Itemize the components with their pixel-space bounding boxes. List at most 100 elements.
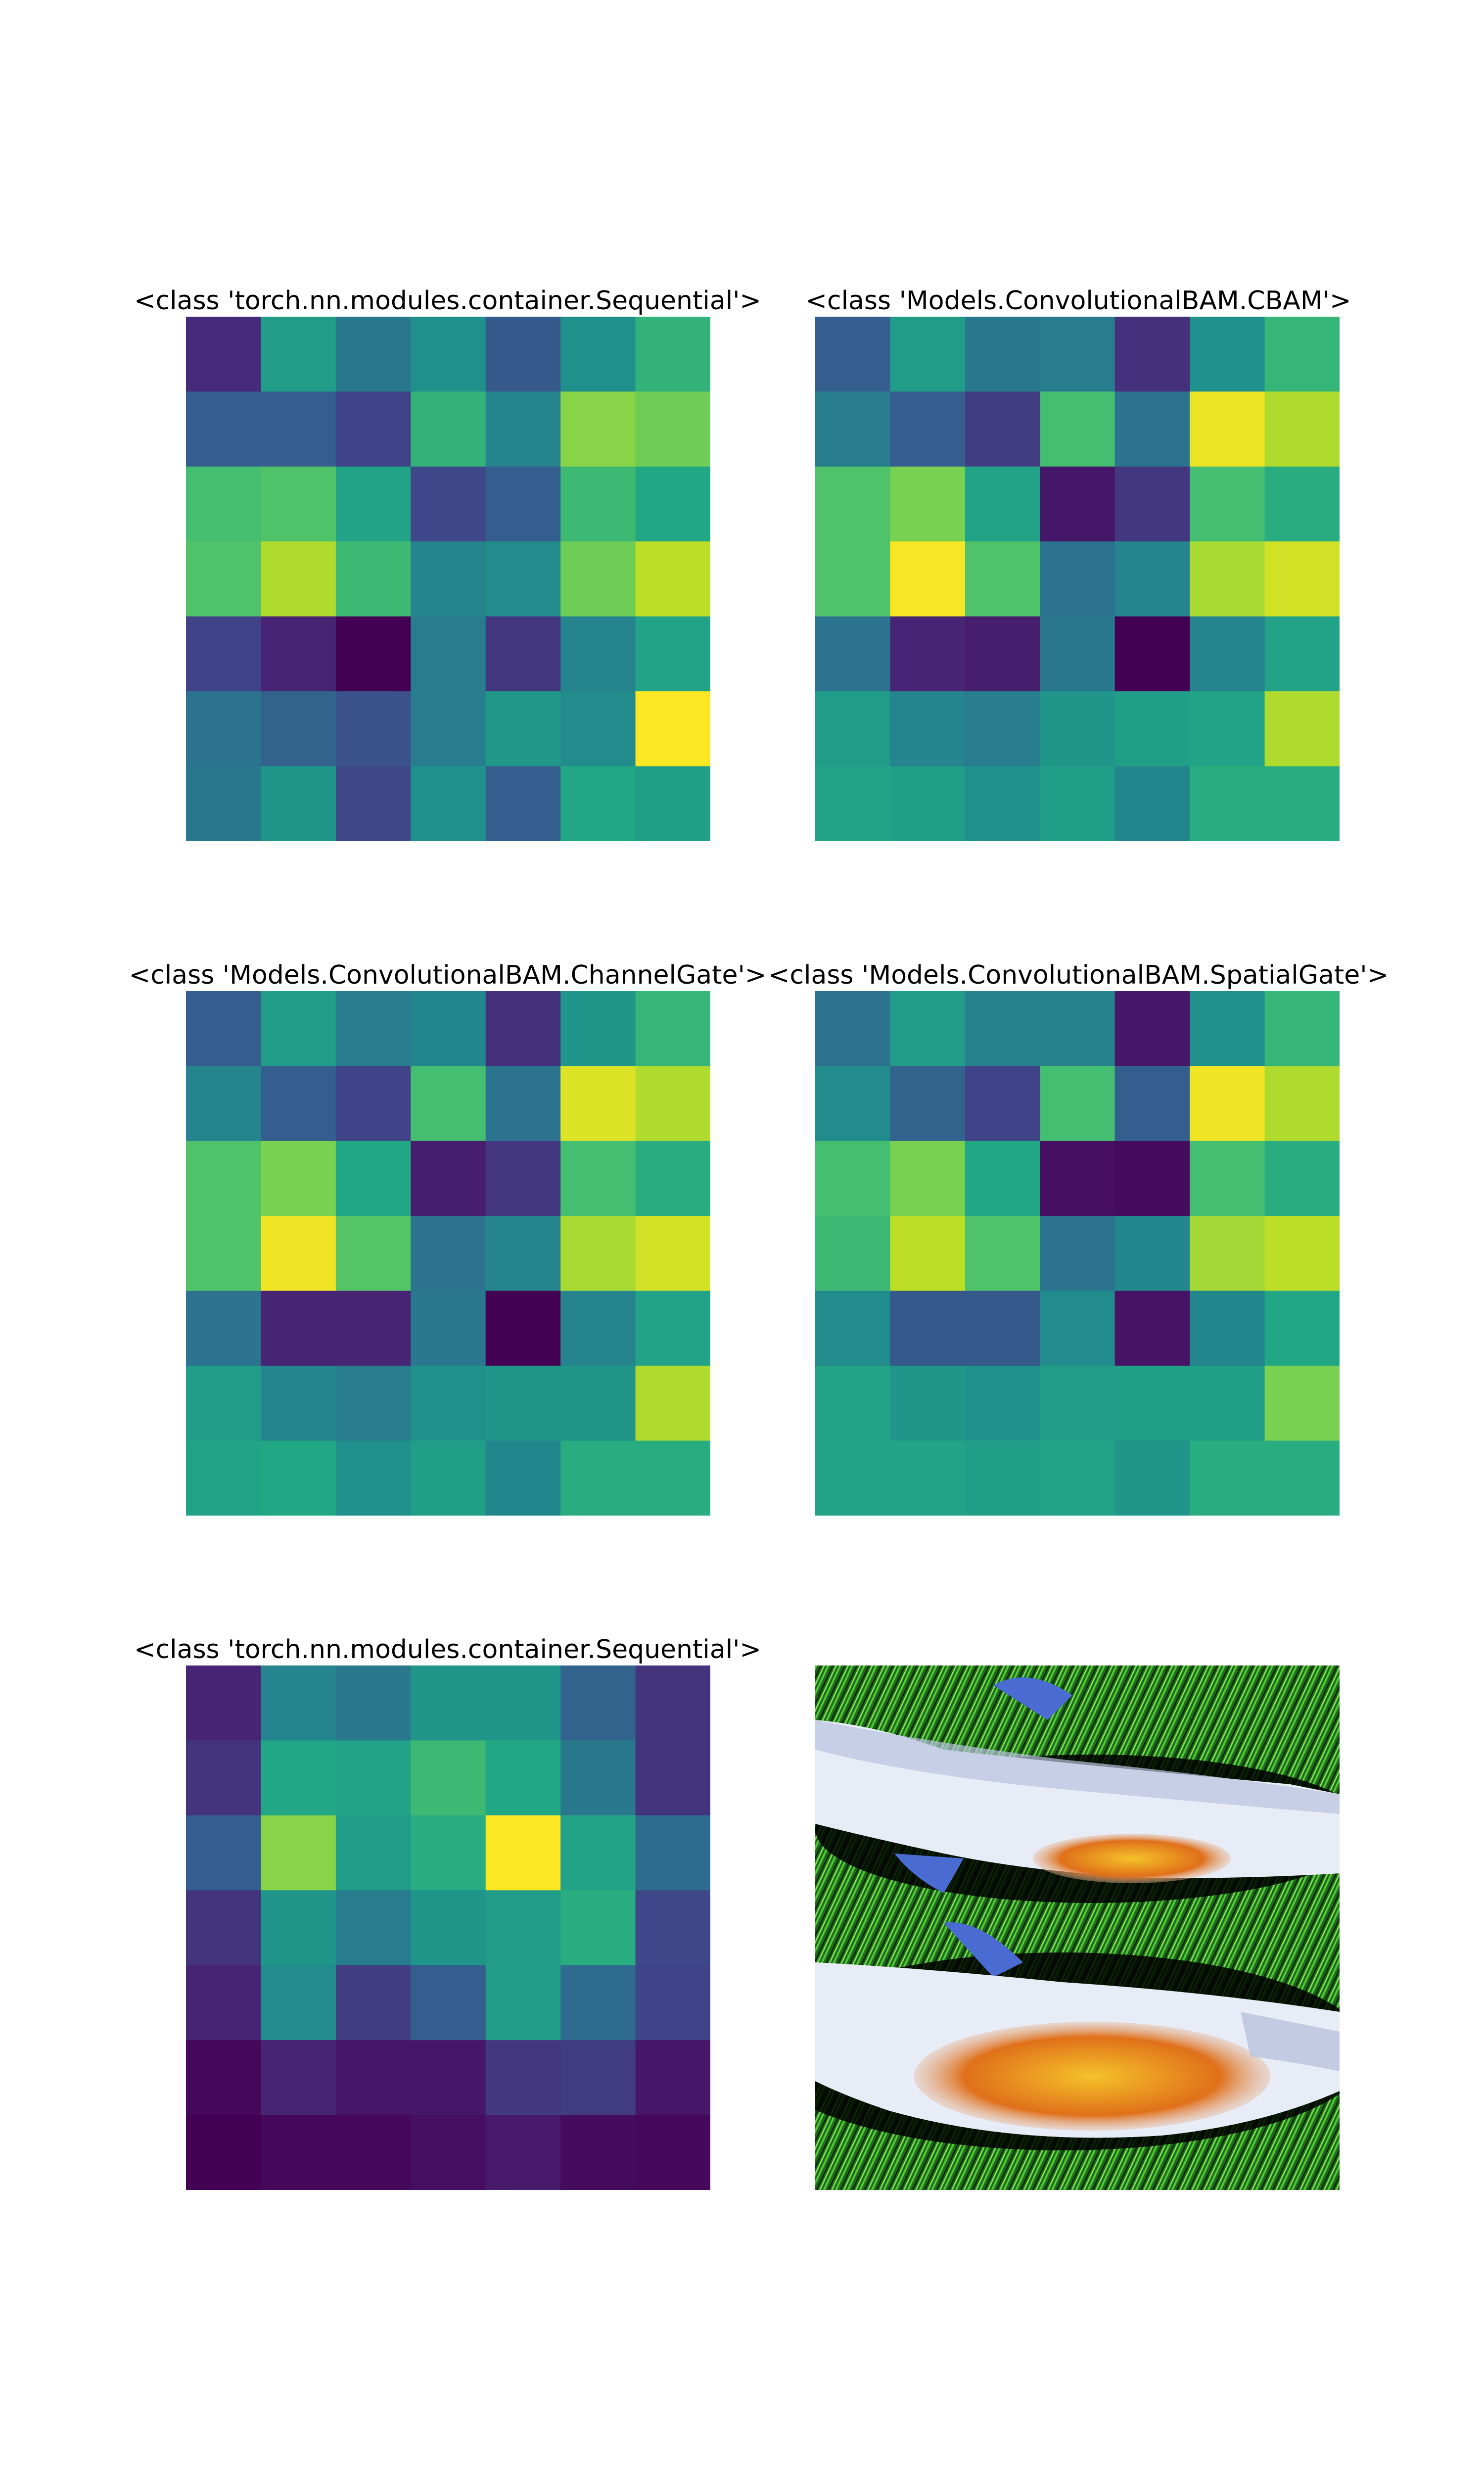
heatmap-cell-r3-c6 (635, 1216, 710, 1291)
heatmap-cell-r0-c0 (186, 991, 262, 1067)
heatmap-cell-r2-c6 (635, 1141, 710, 1216)
heatmap-cell-r5-c4 (485, 691, 561, 767)
heatmap-cell-r4-c3 (411, 1290, 486, 1366)
heatmap-cell-r3-c0 (186, 1216, 262, 1291)
heatmap-cell-r4-c4 (1114, 616, 1190, 692)
heatmap-cell-r5-c6 (635, 691, 710, 767)
heatmap-cell-r0-c3 (411, 991, 486, 1067)
heatmap-cell-r5-c1 (261, 691, 336, 767)
panel-4-heatmap (815, 991, 1340, 1516)
heatmap-cell-r0-c3 (411, 317, 486, 392)
heatmap-cell-r6-c5 (560, 2115, 636, 2190)
heatmap-cell-r6-c6 (635, 766, 710, 841)
heatmap-cell-r4-c2 (335, 616, 411, 692)
heatmap-cell-r4-c4 (1114, 1290, 1190, 1366)
heatmap-cell-r3-c1 (261, 1216, 336, 1291)
heatmap-cell-r0-c4 (485, 317, 561, 392)
heatmap-cell-r6-c4 (1114, 1440, 1190, 1516)
heatmap-cell-r2-c5 (1190, 466, 1265, 542)
heatmap-cell-r3-c4 (485, 541, 561, 617)
fish-lower-fin (944, 1922, 1023, 1977)
heatmap-cell-r2-c4 (485, 466, 561, 542)
heatmap-cell-r3-c6 (1264, 541, 1340, 617)
heatmap-cell-r4-c0 (815, 616, 891, 692)
heatmap-cell-r3-c0 (815, 541, 891, 617)
heatmap-cell-r1-c5 (560, 391, 636, 467)
heatmap-cell-r6-c2 (335, 766, 411, 841)
heatmap-cell-r1-c1 (890, 391, 966, 467)
fish-photo (815, 1665, 1340, 2190)
heatmap-cell-r1-c2 (965, 1066, 1040, 1142)
panel-1-title: <class 'torch.nn.modules.container.Seque… (134, 286, 762, 316)
heatmap-cell-r5-c1 (890, 1366, 966, 1441)
heatmap-cell-r3-c0 (815, 1216, 891, 1291)
heatmap-cell-r3-c2 (965, 541, 1040, 617)
heatmap-cell-r5-c5 (560, 1366, 636, 1441)
heatmap-cell-r4-c0 (186, 1290, 262, 1366)
heatmap-cell-r5-c2 (335, 691, 411, 767)
heatmap-cell-r6-c5 (1190, 766, 1265, 841)
heatmap-cell-r0-c4 (485, 1665, 561, 1741)
heatmap-cell-r1-c3 (411, 1066, 486, 1142)
heatmap-cell-r5-c5 (1190, 1366, 1265, 1441)
heatmap-cell-r5-c4 (1114, 691, 1190, 767)
heatmap-cell-r0-c0 (815, 991, 891, 1067)
heatmap-cell-r1-c4 (1114, 1066, 1190, 1142)
heatmap-cell-r4-c6 (1264, 616, 1340, 692)
fish-upper-fin (993, 1677, 1072, 1720)
heatmap-cell-r1-c6 (1264, 391, 1340, 467)
panel-2-title: <class 'Models.ConvolutionalBAM.CBAM'> (805, 286, 1351, 316)
panel-2-heatmap (815, 317, 1340, 841)
heatmap-cell-r5-c1 (261, 2040, 336, 2116)
heatmap-cell-r1-c5 (1190, 1066, 1265, 1142)
heatmap-cell-r1-c6 (635, 1066, 710, 1142)
heatmap-cell-r5-c0 (186, 1366, 262, 1441)
heatmap-cell-r4-c6 (635, 1290, 710, 1366)
heatmap-cell-r2-c6 (635, 466, 710, 542)
heatmap-cell-r6-c4 (485, 766, 561, 841)
heatmap-cell-r1-c4 (485, 1740, 561, 1816)
heatmap-cell-r6-c0 (815, 766, 891, 841)
heatmap-cell-r0-c3 (411, 1665, 486, 1741)
heatmap-cell-r5-c6 (1264, 691, 1340, 767)
heatmap-cell-r3-c0 (186, 541, 262, 617)
heatmap-cell-r6-c6 (1264, 766, 1340, 841)
heatmap-cell-r1-c2 (335, 391, 411, 467)
heatmap-cell-r6-c4 (485, 1440, 561, 1516)
heatmap-cell-r2-c5 (560, 1141, 636, 1216)
heatmap-cell-r3-c3 (411, 1890, 486, 1966)
heatmap-cell-r1-c1 (890, 1066, 966, 1142)
heatmap-cell-r2-c1 (261, 1815, 336, 1891)
heatmap-cell-r3-c6 (1264, 1216, 1340, 1291)
heatmap-cell-r2-c0 (186, 466, 262, 542)
heatmap-cell-r0-c5 (1190, 991, 1265, 1067)
fish-upper-tail-fin (894, 1854, 964, 1893)
heatmap-cell-r5-c0 (186, 2040, 262, 2116)
heatmap-cell-r1-c1 (261, 1740, 336, 1816)
heatmap-cell-r5-c3 (1040, 1366, 1115, 1441)
heatmap-cell-r1-c3 (1040, 391, 1115, 467)
heatmap-cell-r4-c3 (1040, 616, 1115, 692)
heatmap-cell-r0-c6 (635, 1665, 710, 1741)
heatmap-cell-r6-c6 (635, 2115, 710, 2190)
heatmap-cell-r4-c1 (261, 1290, 336, 1366)
heatmap-cell-r3-c5 (1190, 541, 1265, 617)
heatmap-cell-r5-c5 (560, 2040, 636, 2116)
heatmap-cell-r2-c6 (1264, 466, 1340, 542)
heatmap-cell-r4-c4 (485, 1290, 561, 1366)
heatmap-cell-r0-c4 (1114, 991, 1190, 1067)
heatmap-cell-r1-c2 (335, 1740, 411, 1816)
fish-lower-head-shade (1241, 2012, 1340, 2071)
heatmap-cell-r0-c3 (1040, 317, 1115, 392)
heatmap-cell-r0-c1 (261, 1665, 336, 1741)
heatmap-cell-r0-c6 (635, 991, 710, 1067)
heatmap-cell-r1-c5 (1190, 391, 1265, 467)
heatmap-cell-r2-c3 (1040, 1141, 1115, 1216)
heatmap-cell-r6-c3 (411, 1440, 486, 1516)
panel-4-title: <class 'Models.ConvolutionalBAM.SpatialG… (768, 960, 1389, 990)
heatmap-cell-r3-c6 (635, 541, 710, 617)
fish-lower (815, 1922, 1340, 2150)
heatmap-cell-r4-c5 (560, 1290, 636, 1366)
heatmap-cell-r2-c2 (335, 1815, 411, 1891)
heatmap-cell-r3-c3 (1040, 1216, 1115, 1291)
